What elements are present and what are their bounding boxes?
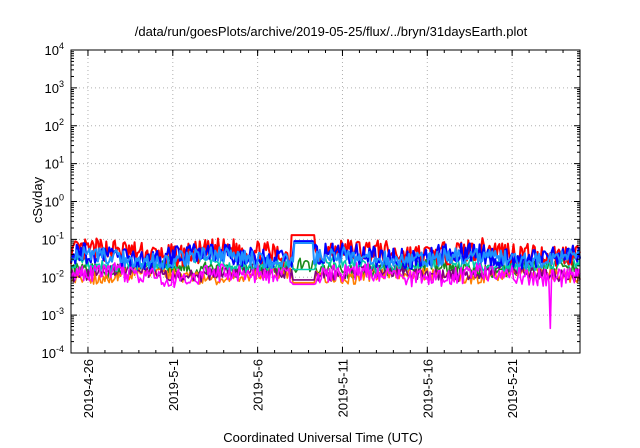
y-axis-label: cSv/day	[30, 176, 45, 223]
x-axis: 2019-4-26 2019-5-1 2019-5-6 2019-5-11 2019-5…	[70, 50, 581, 418]
x-tick-label: 2019-5-21	[505, 359, 520, 418]
y-tick-label: 102	[45, 117, 64, 134]
y-tick-label: 100	[45, 193, 64, 210]
series-line	[70, 262, 581, 330]
x-axis-label: Coordinated Universal Time (UTC)	[223, 430, 422, 445]
y-tick-label: 101	[45, 155, 64, 172]
y-tick-label: 10-1	[42, 230, 64, 247]
x-tick-label: 2019-5-16	[420, 359, 435, 418]
y-tick-label: 10-3	[42, 306, 64, 323]
x-tick-label: 2019-4-26	[81, 359, 96, 418]
y-tick-label: 10-4	[42, 344, 64, 361]
x-tick-label: 2019-5-11	[335, 359, 350, 417]
y-tick-label: 104	[45, 41, 64, 58]
chart-title: /data/run/goesPlots/archive/2019-05-25/f…	[135, 24, 528, 39]
data-series	[70, 234, 581, 330]
series-line	[70, 242, 581, 270]
x-tick-label: 2019-5-1	[166, 359, 181, 411]
y-tick-label: 10-2	[42, 268, 64, 285]
x-tick-label: 2019-5-6	[251, 359, 266, 411]
grid-lines	[71, 50, 580, 353]
series-line	[70, 240, 581, 271]
y-tick-label: 103	[45, 79, 64, 96]
